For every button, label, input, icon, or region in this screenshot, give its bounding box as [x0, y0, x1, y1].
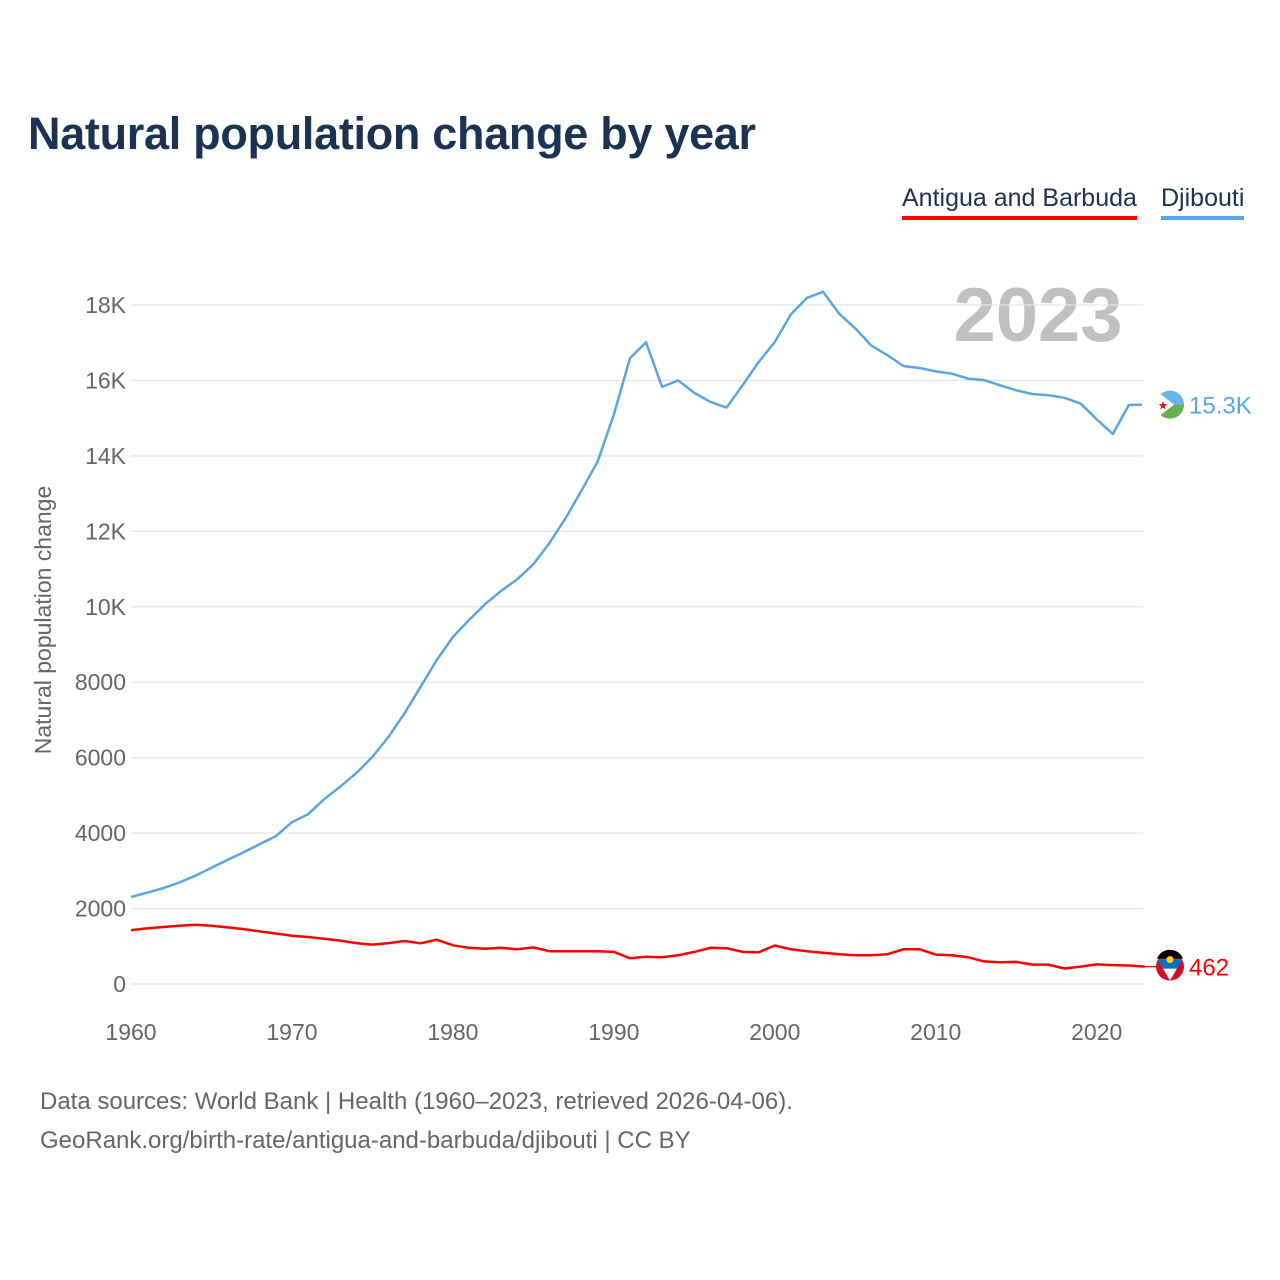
- flag-white-triangle: [1142, 390, 1174, 419]
- y-tick-label: 14K: [85, 443, 127, 469]
- y-tick-label: 18K: [85, 292, 127, 318]
- x-tick-label: 1990: [588, 1019, 639, 1045]
- flag-blue-band: [1158, 959, 1182, 969]
- series-line-antigua-and-barbuda: [130, 923, 1146, 970]
- x-tick-label: 1970: [266, 1019, 317, 1045]
- footer-sources: Data sources: World Bank | Health (1960–…: [40, 1088, 793, 1115]
- x-tick-label: 2020: [1071, 1019, 1122, 1045]
- legend-djibouti[interactable]: Djibouti: [1161, 184, 1245, 220]
- y-axis-title: Natural population change: [30, 486, 56, 755]
- legend-antigua-and-barbuda[interactable]: Antigua and Barbuda: [902, 184, 1137, 220]
- y-tick-label: 0: [113, 971, 126, 997]
- y-tick-label: 16K: [85, 367, 127, 393]
- end-value-label: 462: [1189, 955, 1229, 982]
- x-tick-label: 1980: [427, 1019, 478, 1045]
- flag-sun-icon: [1166, 956, 1174, 964]
- x-tick-label: 1960: [105, 1019, 156, 1045]
- y-tick-label: 8000: [75, 669, 126, 695]
- flag-black-band: [1157, 949, 1183, 959]
- x-tick-label: 2000: [749, 1019, 800, 1045]
- footer-attribution[interactable]: GeoRank.org/birth-rate/antigua-and-barbu…: [40, 1127, 691, 1154]
- year-label: 2023: [953, 273, 1122, 358]
- y-tick-label: 2000: [75, 896, 126, 922]
- y-tick-label: 10K: [85, 594, 127, 620]
- y-tick-label: 6000: [75, 745, 126, 771]
- flag-star-icon: ★: [1158, 399, 1169, 413]
- x-tick-label: 2010: [910, 1019, 961, 1045]
- y-tick-label: 12K: [85, 518, 127, 544]
- series-line-djibouti: [130, 290, 1146, 899]
- chart-title: Natural population change by year: [28, 108, 756, 159]
- end-value-label: 15.3K: [1189, 393, 1252, 420]
- y-tick-label: 4000: [75, 820, 126, 846]
